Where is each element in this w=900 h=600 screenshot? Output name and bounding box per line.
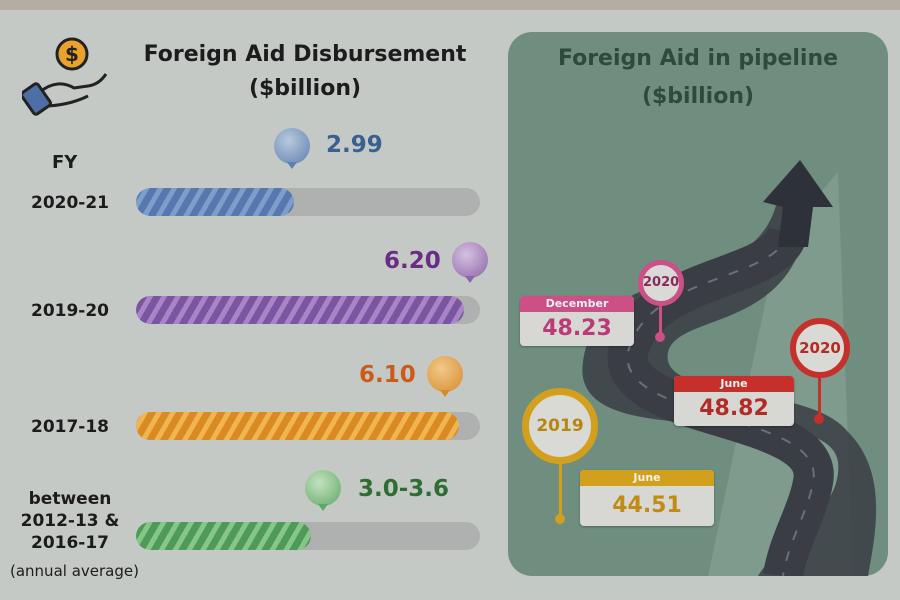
card-value-june-2020: 48.82	[699, 396, 769, 421]
year-label-2019-june: 2019	[536, 416, 584, 436]
bar-track-average	[136, 522, 480, 550]
bar-fill-2020-21	[136, 188, 295, 216]
bar-pin-2019-20	[452, 242, 488, 283]
right-subtitle: ($billion)	[641, 84, 755, 109]
hand-holding-dollar-icon: $	[22, 37, 108, 116]
value-card-june-2020: June 48.82	[674, 376, 794, 426]
bar-value-2017-18: 6.10	[359, 362, 416, 388]
marker-dot-2019-june	[555, 514, 565, 524]
bar-track-2020-21	[136, 188, 480, 216]
year-marker-2020-june: 2020	[790, 318, 850, 378]
marker-stem-2020-december	[659, 306, 662, 334]
year-marker-2020-december: 2020	[638, 260, 684, 306]
marker-dot-2020-june	[814, 414, 824, 424]
bar-value-2020-21: 2.99	[326, 132, 383, 158]
card-month-june-2019: June	[580, 470, 714, 486]
card-month-december: December	[520, 296, 634, 312]
bar-label-average: between 2012-13 & 2016-17	[20, 489, 120, 553]
bar-label-2019-20: 2019-20	[30, 301, 110, 321]
bar-fill-2017-18	[136, 412, 459, 440]
marker-dot-2020-december	[655, 332, 665, 342]
left-title: Foreign Aid Disbursement	[143, 42, 467, 67]
bar-value-average: 3.0-3.6	[358, 476, 450, 502]
card-value-december: 48.23	[542, 316, 612, 341]
bar-fill-average	[136, 522, 311, 550]
bar-track-2019-20	[136, 296, 480, 324]
year-marker-2019-june: 2019	[522, 388, 598, 464]
right-title: Foreign Aid in pipeline	[557, 46, 839, 71]
marker-stem-2020-june	[818, 378, 821, 416]
bar-label-2020-21: 2020-21	[30, 193, 110, 213]
card-value-june-2019: 44.51	[612, 493, 682, 518]
year-label-2020-june: 2020	[799, 339, 841, 357]
bar-label-2017-18: 2017-18	[30, 417, 110, 437]
bar-pin-2017-18	[427, 356, 463, 397]
bar-value-2019-20: 6.20	[384, 248, 441, 274]
fy-label: FY	[52, 152, 78, 173]
top-band	[0, 0, 900, 10]
value-card-december: December 48.23	[520, 296, 634, 346]
bar-pin-average	[305, 470, 341, 511]
year-label-2020-december: 2020	[643, 275, 680, 290]
bar-pin-2020-21	[274, 128, 310, 169]
svg-text:$: $	[65, 42, 79, 66]
card-month-june-2020: June	[674, 376, 794, 392]
bar-fill-2019-20	[136, 296, 465, 324]
value-card-june-2019: June 44.51	[580, 470, 714, 526]
bar-label-note: (annual average)	[10, 562, 139, 580]
bar-track-2017-18	[136, 412, 480, 440]
left-subtitle: ($billion)	[248, 76, 362, 101]
marker-stem-2019-june	[559, 464, 562, 516]
